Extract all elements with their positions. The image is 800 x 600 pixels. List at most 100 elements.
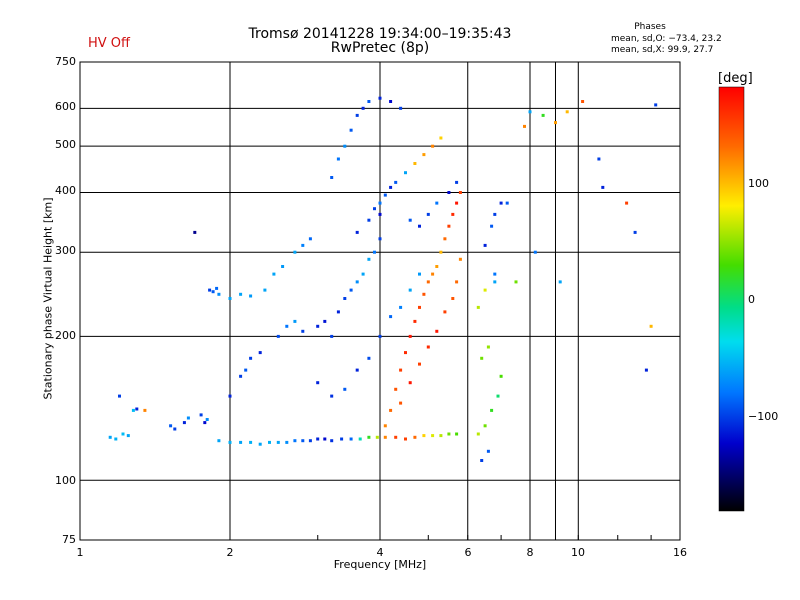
echo-point (349, 288, 353, 292)
echo-point (361, 272, 365, 276)
echo-point (378, 212, 382, 216)
echo-point (301, 329, 305, 333)
echo-point (349, 437, 353, 441)
echo-point (483, 424, 487, 428)
y-tick-label: 500 (55, 138, 76, 151)
echo-point (285, 440, 289, 444)
hv-status-label: HV Off (88, 36, 130, 51)
echo-point (108, 435, 112, 439)
data-points (108, 96, 658, 462)
y-tick-label: 200 (55, 329, 76, 342)
chart-subtitle: RwPretec (8p) (330, 40, 430, 56)
echo-point (293, 439, 297, 443)
echo-point (389, 315, 393, 319)
echo-point (367, 435, 371, 439)
echo-point (431, 144, 435, 148)
echo-point (447, 432, 451, 436)
echo-point (565, 110, 569, 114)
phases-title: Phases (634, 22, 666, 32)
echo-point (394, 435, 398, 439)
echo-point (451, 297, 455, 300)
echo-point (205, 418, 209, 421)
echo-point (268, 440, 271, 444)
echo-point (399, 368, 403, 372)
echo-point (340, 437, 344, 441)
echo-point (426, 212, 430, 216)
echo-point (135, 407, 139, 411)
tick-marks (79, 535, 681, 540)
echo-point (276, 334, 280, 338)
echo-point (422, 292, 426, 296)
echo-point (426, 280, 430, 284)
echo-point (285, 324, 289, 328)
echo-point (131, 408, 135, 412)
echo-point (633, 230, 637, 234)
echo-point (451, 212, 455, 216)
echo-point (389, 185, 393, 189)
echo-point (121, 432, 125, 436)
echo-point (399, 106, 403, 110)
echo-point (173, 427, 177, 431)
echo-point (118, 394, 121, 398)
echo-point (431, 272, 435, 276)
echo-point (383, 435, 387, 439)
echo-point (199, 413, 203, 417)
echo-point (389, 100, 393, 103)
echo-point (228, 440, 232, 444)
echo-point (394, 387, 398, 391)
echo-point (186, 416, 190, 420)
echo-point (408, 218, 412, 222)
echo-point (378, 96, 382, 100)
echo-point (490, 408, 494, 412)
echo-point (330, 439, 334, 443)
x-axis-label: Frequency [MHz] (333, 558, 427, 571)
echo-point (418, 224, 421, 228)
echo-point (399, 305, 403, 309)
echo-point (336, 157, 340, 161)
echo-point (455, 201, 459, 205)
echo-point (476, 305, 480, 309)
echo-point (422, 434, 426, 438)
echo-point (244, 368, 248, 372)
y-tick-label: 750 (55, 55, 76, 68)
echo-point (404, 171, 407, 175)
echo-point (394, 180, 398, 184)
echo-point (343, 387, 347, 391)
echo-point (554, 121, 557, 125)
echo-point (343, 297, 347, 300)
echo-point (383, 193, 387, 197)
echo-point (355, 368, 359, 372)
x-tick-label: 16 (673, 546, 687, 559)
grid-lines (80, 62, 680, 540)
echo-point (361, 106, 365, 110)
echo-point (378, 237, 382, 241)
echo-point (418, 362, 421, 366)
colorbar (718, 86, 745, 512)
echo-point (431, 434, 435, 438)
echo-point (217, 439, 221, 443)
echo-point (435, 265, 439, 268)
echo-point (263, 288, 267, 292)
echo-point (378, 201, 382, 205)
echo-point (439, 136, 443, 140)
echo-point (413, 435, 417, 439)
echo-point (486, 345, 490, 349)
echo-point (239, 374, 243, 378)
chart-title: Tromsø 20141228 19:34:00–19:35:43 (248, 26, 512, 42)
echo-point (408, 381, 412, 385)
echo-point (239, 440, 243, 444)
y-axis-label: Stationary phase Virtual Height [km] (41, 197, 55, 400)
echo-point (114, 437, 118, 441)
phases-x-mode: mean, sd,X: 99.9, 27.7 (611, 45, 714, 55)
echo-point (373, 250, 376, 254)
echo-point (496, 394, 500, 398)
echo-point (258, 351, 262, 355)
echo-point (458, 257, 462, 261)
echo-point (455, 432, 459, 436)
echo-point (541, 113, 545, 117)
echo-point (493, 212, 497, 216)
colorbar-tick-label: 0 (748, 293, 755, 306)
echo-point (375, 435, 379, 439)
y-tick-label: 300 (55, 244, 76, 257)
echo-point (435, 201, 439, 205)
